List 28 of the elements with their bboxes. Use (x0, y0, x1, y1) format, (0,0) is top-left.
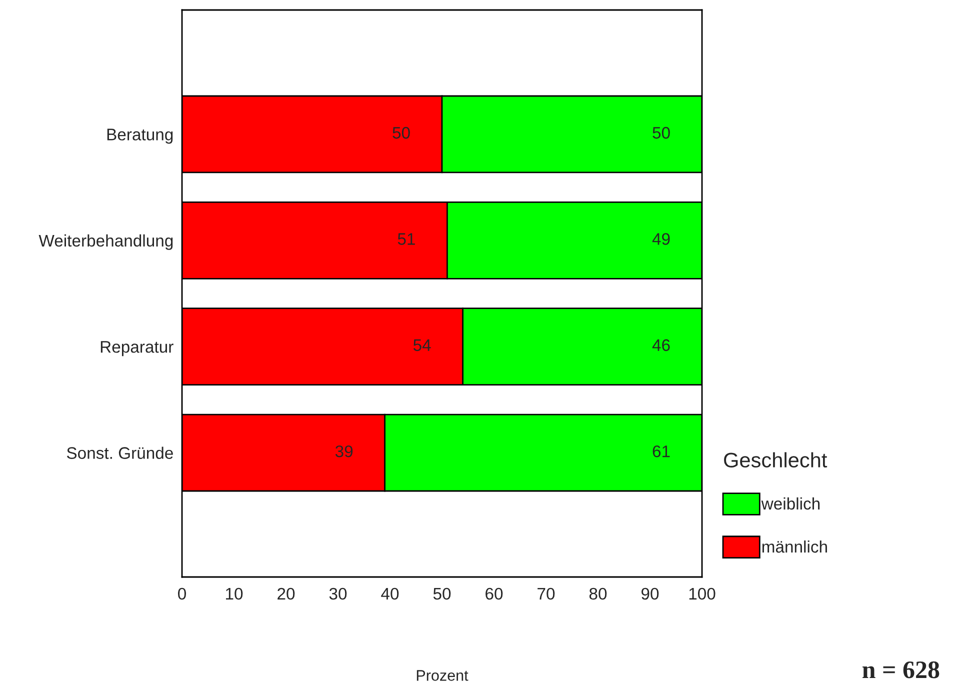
data-label: 50 (392, 126, 410, 139)
legend-label: männlich (762, 540, 827, 553)
x-tick-label: 50 (433, 588, 451, 600)
data-label: 61 (652, 445, 670, 458)
legend-label: weiblich (761, 497, 820, 510)
x-tick-label: 30 (329, 588, 347, 600)
x-tick-label: 20 (278, 588, 295, 600)
y-tick-label: Weiterbehandlung (38, 234, 173, 250)
x-tick-label: 60 (486, 588, 503, 600)
x-tick-label: 0 (178, 588, 186, 600)
legend-title: Geschlecht (724, 452, 828, 468)
data-label: 39 (335, 445, 353, 458)
data-label: 54 (413, 339, 431, 352)
y-tick-label: Reparatur (100, 341, 174, 356)
y-tick-label: Sonst. Gründe (66, 446, 173, 459)
x-tick-label: 70 (538, 588, 555, 600)
text: n = 628 (862, 661, 940, 678)
x-tick-label: 100 (689, 588, 716, 600)
x-tick-label: 90 (642, 588, 659, 600)
x-tick-label: 80 (589, 588, 607, 600)
data-label: 49 (652, 233, 670, 245)
data-label: 51 (398, 233, 415, 245)
x-axis-title: Prozent (416, 670, 468, 681)
x-tick-label: 40 (381, 588, 399, 600)
y-tick-label: Beratung (107, 128, 173, 144)
data-label: 46 (652, 339, 670, 352)
x-tick-label: 10 (226, 588, 243, 600)
data-label: 50 (652, 126, 670, 139)
